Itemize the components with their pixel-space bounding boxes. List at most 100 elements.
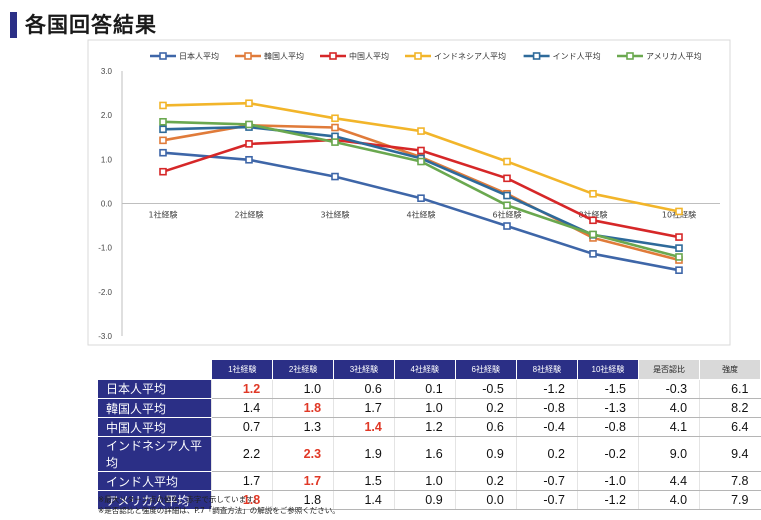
series-point xyxy=(589,230,597,239)
row-label: 韓国人平均 xyxy=(98,398,212,418)
column-header: 4社経験 xyxy=(393,359,456,380)
column-header: 2社経験 xyxy=(272,359,335,380)
table-cell: -1.0 xyxy=(576,471,639,491)
table-cell: 4.0 xyxy=(638,490,700,510)
x-tick-label: 1社経験 xyxy=(148,210,177,220)
y-tick-label: -1.0 xyxy=(98,244,112,253)
table-cell: 0.9 xyxy=(454,436,517,472)
legend-swatch-marker xyxy=(329,52,337,60)
page-title: 各国回答結果 xyxy=(25,13,157,37)
table-row: 中国人平均 0.7 1.3 1.4 1.2 0.6 -0.4 -0.8 4.1 6.4 xyxy=(98,417,761,437)
x-tick-label: 8社経験 xyxy=(578,210,607,220)
legend-swatch-marker xyxy=(626,52,634,60)
table-cell: 1.2 xyxy=(211,379,273,399)
table-cell: 2.3 xyxy=(272,436,334,472)
column-header: 3社経験 xyxy=(333,359,395,380)
series-point xyxy=(331,138,339,146)
table-cell: 0.2 xyxy=(454,471,517,491)
series-point xyxy=(503,191,511,200)
table-cell: 1.8 xyxy=(272,398,334,418)
series-line-5 xyxy=(162,125,680,250)
table-row: 韓国人平均 1.4 1.8 1.7 1.0 0.2 -0.8 -1.3 4.0 8.2 xyxy=(98,398,761,418)
y-tick-label: 2.0 xyxy=(101,111,113,120)
series-point xyxy=(589,250,597,258)
column-header: 1社経験 xyxy=(211,359,274,380)
table-cell: 1.8 xyxy=(211,490,273,510)
table-cell: 1.3 xyxy=(272,417,334,437)
table-cell: -0.4 xyxy=(515,417,578,437)
series-point xyxy=(503,174,511,183)
legend-label: アメリカ人平均 xyxy=(646,51,702,61)
legend-label: 中国人平均 xyxy=(349,51,389,61)
series-point xyxy=(159,125,167,134)
table-cell: 1.2 xyxy=(393,417,456,437)
footnote-2: ※是否認比と強度の詳細は、P.7「調査方法」の解説をご参照ください。 xyxy=(98,506,340,515)
footnote-1: ※最大リターン点の値を、赤字で示しています。 xyxy=(98,495,261,504)
table-cell: 1.5 xyxy=(333,471,395,491)
table-cell: 0.6 xyxy=(454,417,517,437)
series-point xyxy=(331,172,339,181)
series-point xyxy=(159,101,167,110)
column-header: 6社経験 xyxy=(454,359,517,380)
series-point xyxy=(417,194,425,202)
series-point xyxy=(417,127,425,135)
table-row: 日本人平均 1.2 1.0 0.6 0.1 -0.5 -1.2 -1.5 -0.3 6.1 xyxy=(98,379,761,399)
table-cell: -1.3 xyxy=(576,398,639,418)
table-cell: 1.8 xyxy=(272,490,334,510)
table-cell: 9.4 xyxy=(699,436,761,472)
table-cell: -1.5 xyxy=(576,379,639,399)
series-point xyxy=(245,155,253,164)
table-cell: -1.2 xyxy=(515,379,578,399)
legend-label: 韓国人平均 xyxy=(264,51,304,61)
column-header: 10社経験 xyxy=(576,359,640,380)
x-tick-label: 6社経験 xyxy=(492,210,521,220)
chart-frame xyxy=(87,39,731,346)
row-label: インド人平均 xyxy=(98,471,212,491)
series-point xyxy=(331,123,339,132)
series-point xyxy=(159,167,167,176)
y-tick-label: -3.0 xyxy=(98,332,112,341)
table-cell: -0.3 xyxy=(638,379,700,399)
row-label: 日本人平均 xyxy=(98,379,212,399)
series-point xyxy=(503,201,511,210)
table-row: インドネシア人平均 2.2 2.3 1.9 1.6 0.9 0.2 -0.2 9.0 9.4 xyxy=(98,436,761,472)
table-cell: 1.7 xyxy=(211,471,273,491)
table-cell: 1.0 xyxy=(393,398,456,418)
table-corner xyxy=(98,359,212,380)
table-cell: 4.4 xyxy=(638,471,700,491)
column-header: 強度 xyxy=(699,359,761,380)
table-row: アメリカ人平均 1.8 1.8 1.4 0.9 0.0 -0.7 -1.2 4.0 7.9 xyxy=(98,490,761,510)
series-point xyxy=(245,140,253,148)
y-tick-label: -2.0 xyxy=(98,288,112,297)
series-point xyxy=(675,253,683,261)
table-cell: 0.1 xyxy=(393,379,456,399)
column-header: 是否認比 xyxy=(638,359,701,380)
series-point xyxy=(503,222,511,230)
table-cell: -0.7 xyxy=(515,490,578,510)
x-tick-label: 3社経験 xyxy=(320,210,349,220)
table-cell: -0.5 xyxy=(454,379,517,399)
y-tick-label: 0.0 xyxy=(101,200,113,209)
series-point xyxy=(159,136,167,145)
series-point xyxy=(675,233,683,241)
series-point xyxy=(245,120,253,129)
series-line-6 xyxy=(162,120,680,259)
series-point xyxy=(589,216,597,225)
title-accent-bar xyxy=(10,12,17,38)
legend-label: インドネシア人平均 xyxy=(434,51,506,61)
table-cell: 6.1 xyxy=(699,379,761,399)
row-label: 中国人平均 xyxy=(98,417,212,437)
table-cell: 1.7 xyxy=(272,471,334,491)
table-cell: -0.2 xyxy=(576,436,639,472)
x-tick-label: 4社経験 xyxy=(406,210,435,220)
series-point xyxy=(417,157,425,166)
series-point xyxy=(159,148,167,157)
table-cell: 9.0 xyxy=(638,436,700,472)
series-point xyxy=(331,114,339,123)
table-cell: 1.4 xyxy=(211,398,273,418)
table-cell: 7.9 xyxy=(699,490,761,510)
legend-swatch-marker xyxy=(159,52,167,60)
x-tick-label: 2社経験 xyxy=(234,210,263,220)
table-cell: 6.4 xyxy=(699,417,761,437)
series-point xyxy=(675,244,683,252)
